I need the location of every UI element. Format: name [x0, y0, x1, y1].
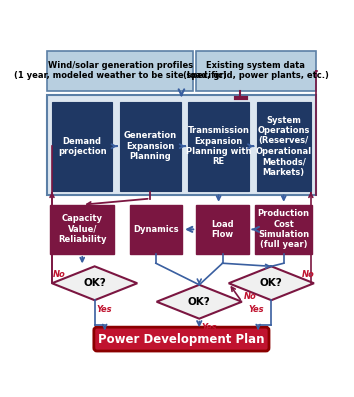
Text: Existing system data
(load, grid, power plants, etc.): Existing system data (load, grid, power …	[183, 61, 329, 81]
Bar	[52, 102, 113, 191]
Bar	[47, 51, 193, 91]
Bar	[130, 205, 182, 254]
Bar	[120, 102, 181, 191]
Bar	[188, 102, 249, 191]
Text: Generation
Expansion
Planning: Generation Expansion Planning	[124, 131, 177, 161]
Text: Power Development Plan: Power Development Plan	[98, 333, 265, 345]
Bar	[196, 205, 249, 254]
Text: Dynamics: Dynamics	[133, 225, 179, 234]
Text: Capacity
Value/
Reliability: Capacity Value/ Reliability	[58, 214, 107, 244]
Text: Production
Cost
Simulation
(full year): Production Cost Simulation (full year)	[258, 209, 310, 249]
Text: No: No	[244, 292, 257, 301]
Text: OK?: OK?	[260, 278, 283, 288]
FancyBboxPatch shape	[94, 327, 269, 351]
Polygon shape	[156, 285, 242, 319]
Text: No: No	[302, 270, 315, 279]
Polygon shape	[229, 266, 314, 300]
Polygon shape	[52, 266, 137, 300]
Bar	[196, 51, 315, 91]
Text: Demand
projection: Demand projection	[58, 137, 107, 156]
Text: Yes: Yes	[249, 305, 264, 314]
Text: Wind/solar generation profiles
(1 year, modeled weather to be site specific): Wind/solar generation profiles (1 year, …	[14, 61, 227, 81]
Text: OK?: OK?	[83, 278, 106, 288]
Bar	[51, 205, 114, 254]
Text: Load
Flow: Load Flow	[211, 220, 234, 239]
Bar	[47, 95, 315, 195]
Text: No: No	[53, 270, 65, 279]
Text: Yes: Yes	[97, 305, 113, 314]
Text: System
Operations
(Reserves/
Operational
Methods/
Markets): System Operations (Reserves/ Operational…	[256, 116, 312, 177]
Bar	[255, 205, 312, 254]
Text: Yes: Yes	[201, 323, 217, 331]
Text: OK?: OK?	[188, 297, 211, 307]
Text: Transmission
Expansion
Planning with
RE: Transmission Expansion Planning with RE	[186, 126, 251, 166]
Bar	[257, 102, 311, 191]
